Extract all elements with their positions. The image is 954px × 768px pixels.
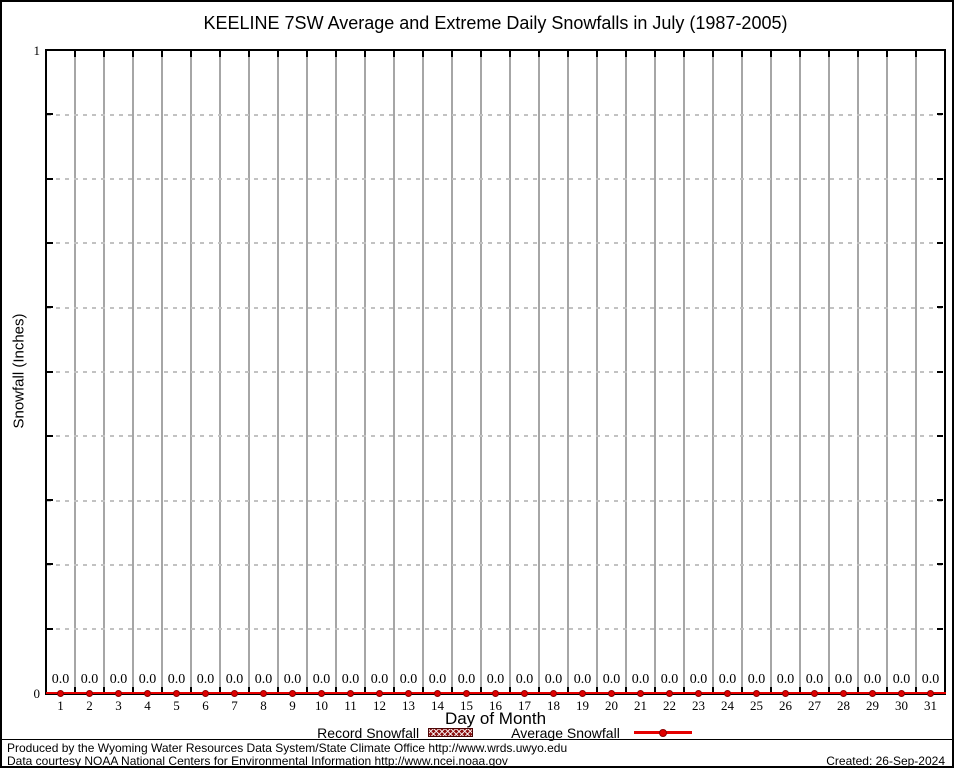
legend-average-point-icon xyxy=(658,728,667,737)
legend-record-label: Record Snowfall xyxy=(317,724,420,741)
y-tick-label-min: 0 xyxy=(33,686,41,701)
footer-data-courtesy: Data courtesy NOAA National Centers for … xyxy=(7,754,508,768)
legend-average-line-icon xyxy=(633,728,692,737)
footer-created-date: Created: 26-Sep-2024 xyxy=(826,754,945,768)
legend-average-label: Average Snowfall xyxy=(511,724,620,741)
y-tick-label-max: 1 xyxy=(33,43,41,58)
legend-record-swatch-icon xyxy=(428,728,474,737)
legend: Record Snowfall Average Snowfall xyxy=(55,724,952,741)
plot-area xyxy=(45,49,946,695)
footer-producer-credit: Produced by the Wyoming Water Resources … xyxy=(7,741,568,755)
chart-title: KEELINE 7SW Average and Extreme Daily Sn… xyxy=(203,13,788,33)
x-axis-title: Day of Month xyxy=(444,709,547,728)
y-axis-title: Snowfall (Inches) xyxy=(10,313,28,429)
footer-separator xyxy=(2,739,952,740)
